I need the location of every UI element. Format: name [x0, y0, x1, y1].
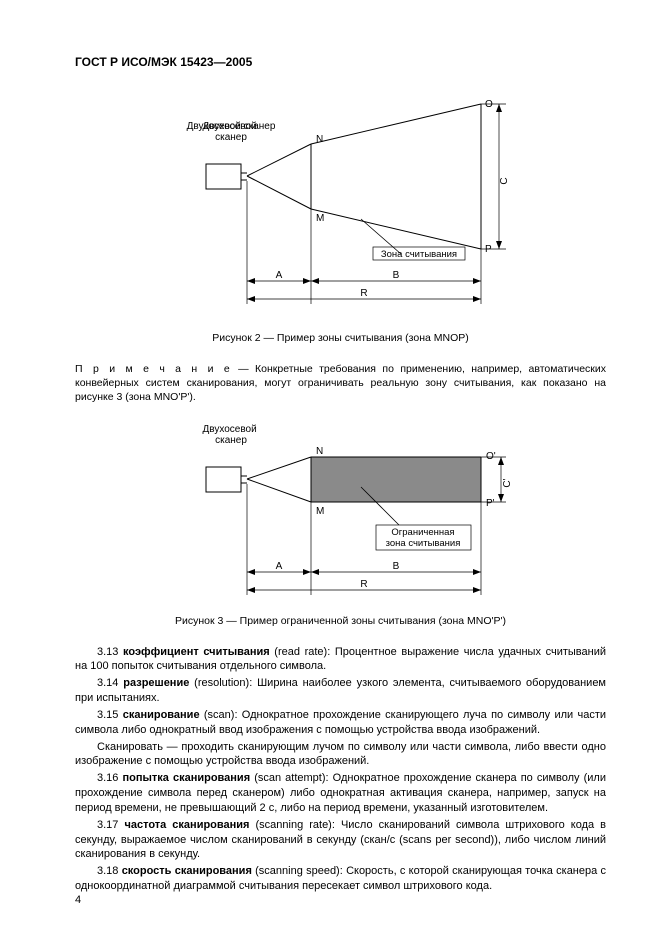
dim-A-arr-r: [303, 278, 311, 284]
zone-label-text: Зона считывания: [380, 249, 456, 260]
edge-N-O: [311, 104, 481, 144]
label3-P: P': [486, 498, 495, 509]
d317-num: 3.17: [97, 819, 124, 831]
label-M: M: [316, 213, 324, 224]
scanner-label-a: Двухосевой сканер: [202, 121, 259, 143]
label-O: O: [485, 99, 493, 110]
dim-B-arr-l: [311, 278, 319, 284]
figure-2-caption: Рисунок 2 — Пример зоны считывания (зона…: [75, 332, 606, 344]
d318-num: 3.18: [97, 865, 122, 877]
d316-term: попытка сканирования: [122, 772, 250, 784]
def-3-18: 3.18 скорость сканирования (scanning spe…: [75, 864, 606, 894]
def-3-14: 3.14 разрешение (resolution): Ширина наи…: [75, 676, 606, 706]
d315-term: сканирование: [123, 709, 200, 721]
edge-M-P: [311, 209, 481, 249]
figure-2: Двухосевой сканер Двухосевой сканер N M …: [75, 89, 606, 324]
label-P: P: [485, 244, 492, 255]
label3-C: C': [502, 478, 513, 487]
d314-en: (resolution):: [189, 677, 257, 689]
label3-N: N: [316, 446, 323, 457]
def-3-17: 3.17 частота сканирования (scanning rate…: [75, 818, 606, 863]
zone3-text2: зона считывания: [385, 538, 460, 549]
d315-num: 3.15: [97, 709, 123, 721]
doc-header: ГОСТ Р ИСО/МЭК 15423—2005: [75, 55, 606, 69]
def-3-15-extra: Сканировать — проходить сканирующим лучо…: [75, 740, 606, 770]
dim-A-arr-l: [247, 278, 255, 284]
dim-c-arrow-top: [496, 104, 502, 112]
d318-en: (scanning speed):: [252, 865, 346, 877]
document-page: ГОСТ Р ИСО/МЭК 15423—2005 Двухосевой ска…: [0, 0, 661, 936]
label-A: A: [275, 270, 282, 281]
label3-A: A: [275, 561, 282, 572]
label-B: B: [392, 270, 399, 281]
label-N: N: [316, 134, 323, 145]
edge-bot-1: [247, 176, 311, 209]
d313-term: коэффициент считывания: [123, 646, 270, 658]
scanner-rect: [206, 164, 241, 189]
a3-ar: [303, 569, 311, 575]
dim-R-arr-r: [473, 296, 481, 302]
d313-num: 3.13: [97, 646, 123, 658]
label3-R: R: [360, 579, 367, 590]
d318-term: скорость сканирования: [122, 865, 252, 877]
label3-O: O': [486, 451, 496, 462]
label3-B: B: [392, 561, 399, 572]
dim-R-arr-l: [247, 296, 255, 302]
d315-extra: Сканировать — проходить сканирующим лучо…: [75, 741, 606, 768]
dim-c3-ab: [498, 494, 504, 502]
r3-ar: [473, 587, 481, 593]
d315-en: (scan):: [200, 709, 242, 721]
d313-en: (read rate):: [270, 646, 335, 658]
zone3-text1: Ограниченная: [391, 527, 454, 538]
label-R: R: [360, 288, 367, 299]
figure-3-svg: Двухосевой сканер N M O' P': [161, 417, 521, 602]
note-block: П р и м е ч а н и е — Конкретные требова…: [75, 362, 606, 405]
d316-num: 3.16: [97, 772, 122, 784]
page-number: 4: [75, 894, 81, 906]
scanner-label-3: Двухосевой сканер: [202, 424, 259, 446]
figure-3-caption: Рисунок 3 — Пример ограниченной зоны счи…: [75, 615, 606, 627]
scanner-rect-3: [206, 467, 241, 492]
def-3-15: 3.15 сканирование (scan): Однократное пр…: [75, 708, 606, 738]
label-C: C: [499, 177, 510, 184]
d317-en: (scanning rate):: [249, 819, 341, 831]
a3-al: [247, 569, 255, 575]
d316-en: (scan attempt):: [250, 772, 333, 784]
edge3-to-M: [247, 479, 311, 502]
b3-al: [311, 569, 319, 575]
edge3-to-N: [247, 457, 311, 479]
b3-ar: [473, 569, 481, 575]
figure-2-svg: Двухосевой сканер Двухосевой сканер N M …: [161, 89, 521, 319]
dim-B-arr-r: [473, 278, 481, 284]
dim-c3-at: [498, 457, 504, 465]
d314-num: 3.14: [97, 677, 123, 689]
r3-al: [247, 587, 255, 593]
figure-3: Двухосевой сканер N M O' P': [75, 417, 606, 607]
label3-M: M: [316, 506, 324, 517]
restricted-zone-band: [311, 457, 481, 502]
edge-top-1: [247, 144, 311, 176]
note-lead: П р и м е ч а н и е: [75, 363, 232, 375]
definitions-block: 3.13 коэффициент считывания (read rate):…: [75, 645, 606, 895]
def-3-13: 3.13 коэффициент считывания (read rate):…: [75, 645, 606, 675]
dim-c-arrow-bot: [496, 241, 502, 249]
d314-term: разрешение: [123, 677, 189, 689]
d317-term: частота сканирования: [124, 819, 249, 831]
def-3-16: 3.16 попытка сканирования (scan attempt)…: [75, 771, 606, 816]
